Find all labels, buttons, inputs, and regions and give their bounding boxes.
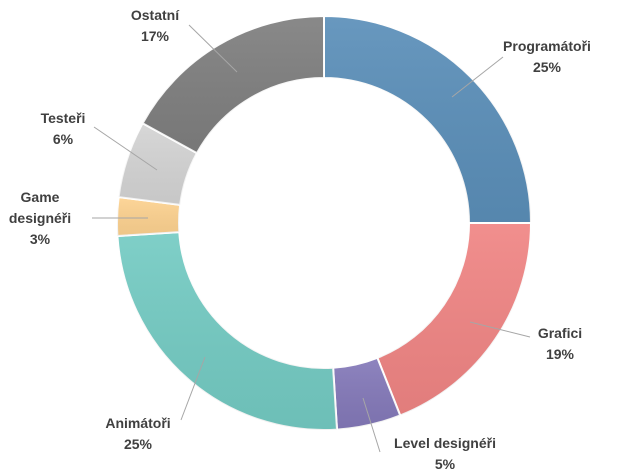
slice-shade [377,223,531,416]
data-label: Game designéři 3% [0,187,80,250]
category-label: Ostatní [130,7,180,23]
data-label: Grafici 19% [520,323,600,365]
slice-shade [118,123,197,205]
data-label: Animátoři 25% [88,413,188,455]
slice-group [117,121,199,206]
data-label: Level designéři 5% [375,433,515,475]
slice-group [323,14,533,224]
leader-line [180,356,206,421]
value-label: 25% [123,436,153,452]
slice-group [376,222,533,417]
category-label: Grafici [537,325,583,341]
category-label: Animátoři [105,415,171,431]
slice-shade [117,232,337,430]
slice-shade [117,197,181,236]
slice-shade [142,16,324,154]
leader-line [188,24,238,73]
leader-line [362,397,381,453]
value-label: 5% [434,456,456,472]
value-label: 19% [545,346,575,362]
value-label: 17% [140,28,170,44]
value-label: 3% [29,231,51,247]
category-label: Testeři [40,110,86,126]
slice-group [141,14,325,155]
slice-group [116,231,339,431]
slice-group [332,356,402,431]
data-label: Programátoři 25% [487,36,607,78]
category-label: Level designéři [394,435,496,451]
slice-shade [333,357,401,430]
data-label: Testeři 6% [23,108,103,150]
category-label: Game designéři [8,189,72,226]
data-label: Ostatní 17% [115,5,195,47]
slice-group [116,195,182,238]
leader-line [93,126,158,171]
leader-line [451,56,504,98]
category-label: Programátoři [503,38,591,54]
slice-shade [324,16,531,223]
leader-line [469,321,531,338]
value-label: 25% [532,59,562,75]
value-label: 6% [52,131,74,147]
